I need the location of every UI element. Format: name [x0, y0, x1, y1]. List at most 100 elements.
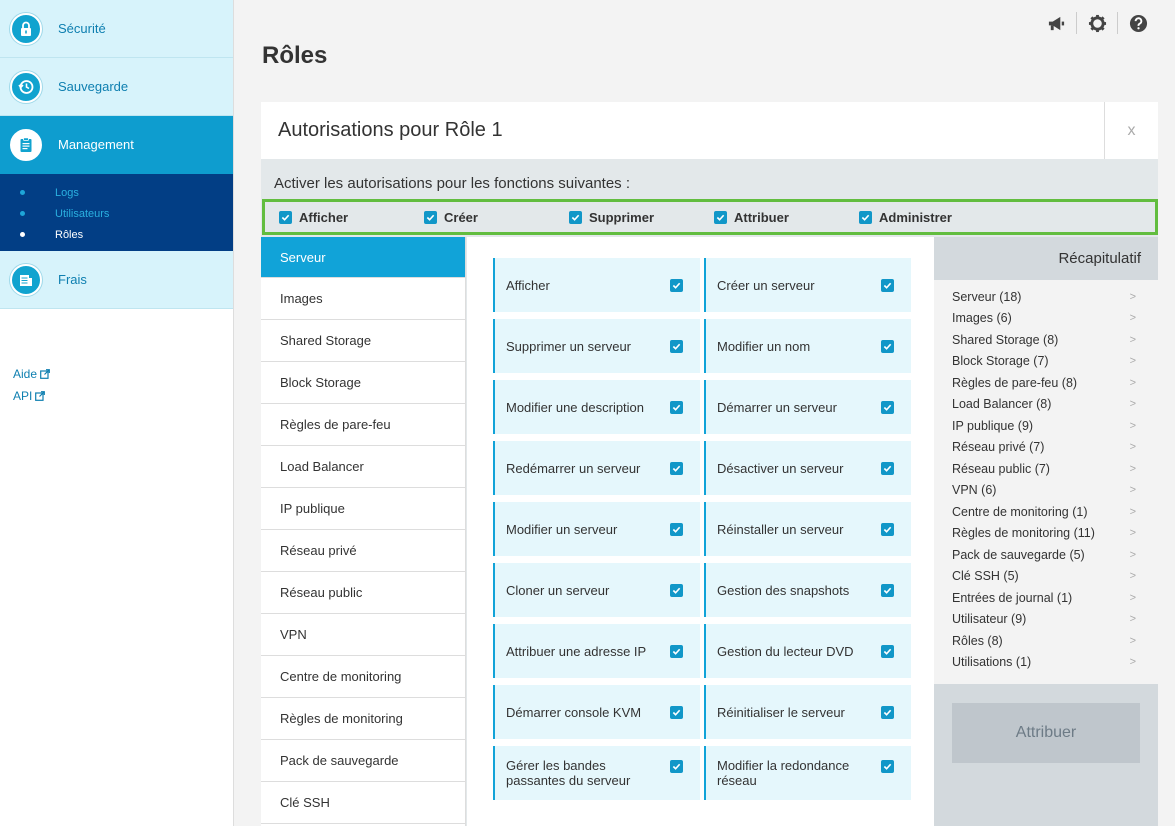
category-item[interactable]: Pack de sauvegarde: [261, 740, 465, 782]
summary-item[interactable]: Utilisateur (9) >: [934, 609, 1158, 631]
checkbox-checked-icon[interactable]: [881, 760, 894, 773]
permission-toggle[interactable]: Gérer les bandes passantes du serveur: [493, 746, 700, 800]
category-item[interactable]: Images: [261, 278, 465, 320]
permission-toggle[interactable]: Modifier un serveur: [493, 502, 700, 556]
summary-item[interactable]: Rôles (8) >: [934, 630, 1158, 652]
category-item[interactable]: Centre de monitoring: [261, 656, 465, 698]
summary-title: Récapitulatif: [1058, 250, 1141, 267]
permission-toggle[interactable]: Réinitialiser le serveur: [704, 685, 911, 739]
permission-toggle[interactable]: Supprimer un serveur: [493, 319, 700, 373]
permission-toggle[interactable]: Modifier la redondance réseau: [704, 746, 911, 800]
category-item[interactable]: Load Balancer: [261, 446, 465, 488]
checkbox-checked-icon[interactable]: [881, 461, 894, 475]
permission-toggle[interactable]: Réinstaller un serveur: [704, 502, 911, 556]
checkbox-checked-icon[interactable]: [881, 705, 894, 719]
checkbox-checked-icon[interactable]: [881, 278, 894, 292]
summary-item[interactable]: Images (6) >: [934, 308, 1158, 330]
category-item[interactable]: Règles de monitoring: [261, 698, 465, 740]
checkbox-checked-icon[interactable]: [881, 644, 894, 658]
checkbox-checked-icon[interactable]: [881, 400, 894, 414]
subnav-item-utilisateurs[interactable]: Utilisateurs: [0, 203, 233, 224]
summary-item[interactable]: Règles de pare-feu (8) >: [934, 372, 1158, 394]
summary-item[interactable]: Réseau privé (7) >: [934, 437, 1158, 459]
global-checkbox-administrer[interactable]: Administrer: [859, 210, 952, 225]
permission-toggle[interactable]: Gestion des snapshots: [704, 563, 911, 617]
external-link-icon: [40, 369, 50, 379]
permission-toggle[interactable]: Modifier une description: [493, 380, 700, 434]
category-item[interactable]: Shared Storage: [261, 320, 465, 362]
summary-item[interactable]: Utilisations (1) >: [934, 652, 1158, 674]
permission-toggle[interactable]: Démarrer un serveur: [704, 380, 911, 434]
permission-toggle[interactable]: Modifier un nom: [704, 319, 911, 373]
checkbox-checked-icon[interactable]: [670, 339, 683, 353]
permission-toggle[interactable]: Afficher: [493, 258, 700, 312]
help-link[interactable]: Aide: [13, 363, 50, 385]
close-button[interactable]: x: [1104, 102, 1158, 159]
summary-item[interactable]: Entrées de journal (1) >: [934, 587, 1158, 609]
category-item[interactable]: Serveur: [261, 237, 465, 278]
global-checkbox-supprimer[interactable]: Supprimer: [569, 210, 654, 225]
checkbox-checked-icon[interactable]: [670, 760, 683, 773]
sidebar-item-label: Sécurité: [58, 21, 106, 36]
permission-toggle[interactable]: Créer un serveur: [704, 258, 911, 312]
checkbox-checked-icon[interactable]: [881, 339, 894, 353]
checkbox-checked-icon[interactable]: [670, 278, 683, 292]
category-item[interactable]: Réseau privé: [261, 530, 465, 572]
help-icon[interactable]: [1127, 12, 1149, 34]
enable-permissions-text: Activer les autorisations pour les fonct…: [274, 175, 631, 192]
permission-toggle[interactable]: Désactiver un serveur: [704, 441, 911, 495]
gear-icon[interactable]: [1086, 12, 1108, 34]
permission-label: Réinitialiser le serveur: [717, 704, 845, 720]
checkbox-checked-icon[interactable]: [424, 211, 437, 224]
category-item[interactable]: Réseau public: [261, 572, 465, 614]
permission-toggle[interactable]: Attribuer une adresse IP: [493, 624, 700, 678]
summary-item[interactable]: Règles de monitoring (11) >: [934, 523, 1158, 545]
sidebar-item-securite[interactable]: Sécurité: [0, 0, 233, 58]
summary-item[interactable]: Clé SSH (5) >: [934, 566, 1158, 588]
category-item[interactable]: Règles de pare-feu: [261, 404, 465, 446]
summary-item[interactable]: Réseau public (7) >: [934, 458, 1158, 480]
checkbox-checked-icon[interactable]: [670, 522, 683, 536]
permission-toggle[interactable]: Gestion du lecteur DVD: [704, 624, 911, 678]
category-item[interactable]: IP publique: [261, 488, 465, 530]
global-checkbox-afficher[interactable]: Afficher: [279, 210, 348, 225]
permission-label: Modifier une description: [506, 399, 645, 415]
sidebar-item-sauvegarde[interactable]: Sauvegarde: [0, 58, 233, 116]
category-item[interactable]: Clé SSH: [261, 782, 465, 824]
checkbox-checked-icon[interactable]: [714, 211, 727, 224]
summary-item[interactable]: Centre de monitoring (1) >: [934, 501, 1158, 523]
checkbox-checked-icon[interactable]: [670, 644, 683, 658]
sidebar-item-management[interactable]: Management: [0, 116, 233, 174]
category-item[interactable]: Block Storage: [261, 362, 465, 404]
permission-toggle[interactable]: Cloner un serveur: [493, 563, 700, 617]
global-checkbox-attribuer[interactable]: Attribuer: [714, 210, 789, 225]
checkbox-checked-icon[interactable]: [670, 461, 683, 475]
subnav-item-roles[interactable]: Rôles: [0, 224, 233, 245]
summary-item[interactable]: Load Balancer (8) >: [934, 394, 1158, 416]
sidebar-item-frais[interactable]: Frais: [0, 251, 233, 309]
summary-item[interactable]: IP publique (9) >: [934, 415, 1158, 437]
summary-item-label: Clé SSH (5): [952, 569, 1019, 584]
checkbox-checked-icon[interactable]: [881, 583, 894, 597]
checkbox-checked-icon[interactable]: [569, 211, 582, 224]
checkbox-checked-icon[interactable]: [859, 211, 872, 224]
summary-item[interactable]: Shared Storage (8) >: [934, 329, 1158, 351]
permission-toggle[interactable]: Démarrer console KVM: [493, 685, 700, 739]
checkbox-checked-icon[interactable]: [670, 583, 683, 597]
checkbox-checked-icon[interactable]: [670, 400, 683, 414]
megaphone-icon[interactable]: [1045, 12, 1067, 34]
subnav-item-logs[interactable]: Logs: [0, 182, 233, 203]
checkbox-checked-icon[interactable]: [881, 522, 894, 536]
summary-item[interactable]: Serveur (18) >: [934, 286, 1158, 308]
api-link[interactable]: API: [13, 385, 50, 407]
checkbox-checked-icon[interactable]: [670, 705, 683, 719]
category-item[interactable]: VPN: [261, 614, 465, 656]
permission-toggle[interactable]: Redémarrer un serveur: [493, 441, 700, 495]
assign-button[interactable]: Attribuer: [952, 703, 1140, 763]
summary-item[interactable]: VPN (6) >: [934, 480, 1158, 502]
summary-item[interactable]: Block Storage (7) >: [934, 351, 1158, 373]
summary-item[interactable]: Pack de sauvegarde (5) >: [934, 544, 1158, 566]
checkbox-checked-icon[interactable]: [279, 211, 292, 224]
global-checkbox-creer[interactable]: Créer: [424, 210, 478, 225]
summary-item-label: Shared Storage (8): [952, 332, 1059, 347]
